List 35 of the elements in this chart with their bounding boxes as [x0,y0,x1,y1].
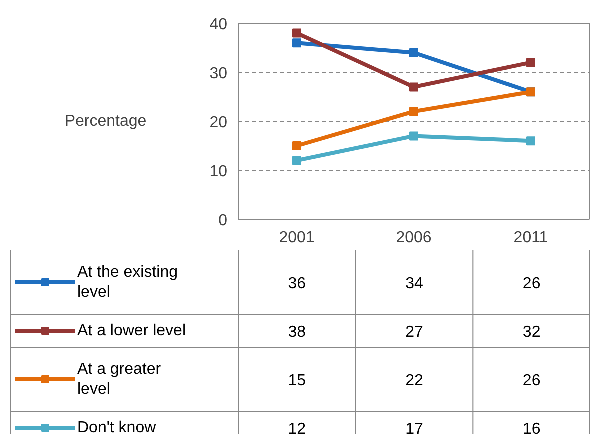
point [292,38,302,48]
legend-label: At the existing level [78,264,178,301]
y-tick-label: 30 [210,66,228,82]
data-label: 26 [522,276,541,292]
point [410,132,418,141]
data-label: 34 [406,276,424,292]
y-tick-label: 0 [218,212,228,230]
data-label: 38 [288,324,306,341]
x-tick-label: 2006 [396,230,432,246]
x-tick-label: 2011 [514,230,548,246]
legend-label: Don't know [78,420,157,434]
y-axis-title: Percentage [64,113,147,130]
data-label: 32 [522,324,541,341]
data-label: 12 [288,421,306,434]
legend-label: At a lower level [78,322,186,340]
point [292,156,302,166]
data-label: 22 [406,372,424,390]
data-label: 26 [522,372,541,390]
point [292,142,302,150]
point [410,107,418,116]
point [292,28,302,38]
data-label: 36 [288,276,306,292]
data-label: 27 [406,324,424,341]
point [410,82,418,92]
data-label: 15 [288,372,306,390]
x-tick-label: 2001 [279,230,315,246]
y-tick-label: 10 [210,164,228,180]
data-label: 17 [406,421,424,434]
legend-label: At a greater level [78,361,162,398]
point [410,48,418,58]
point [526,58,536,68]
y-tick-label: 40 [210,16,228,34]
data-label: 16 [522,421,541,434]
point [526,136,536,146]
y-tick-label: 20 [210,114,228,132]
